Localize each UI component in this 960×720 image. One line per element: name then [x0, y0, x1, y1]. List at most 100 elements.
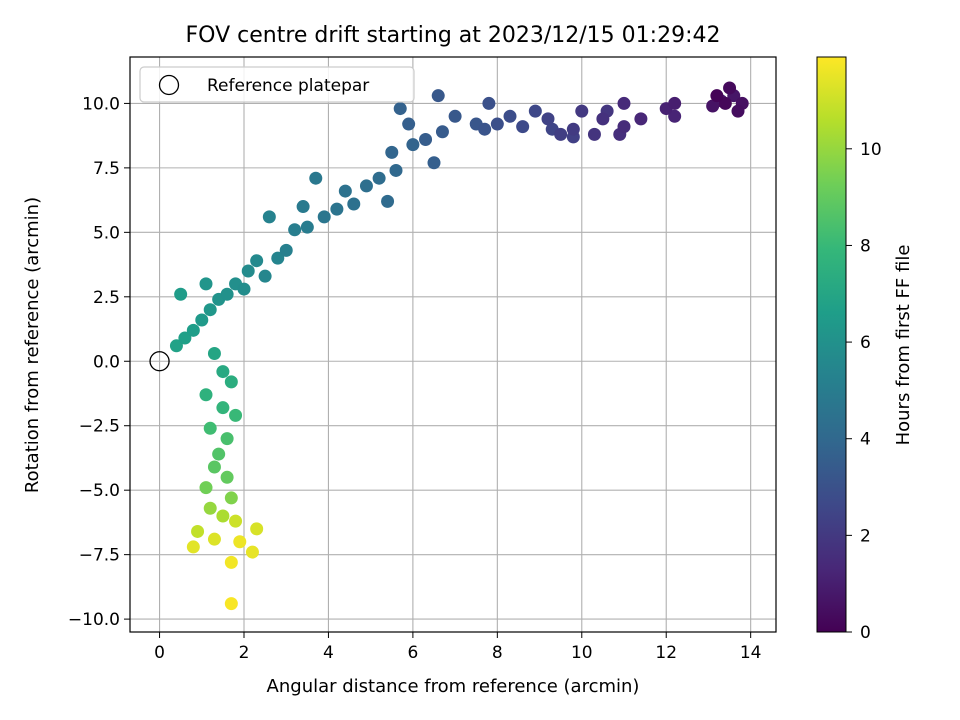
scatter-point — [503, 109, 517, 123]
colorbar-label: Hours from first FF file — [893, 245, 914, 446]
scatter-point — [245, 545, 259, 559]
scatter-point — [309, 171, 323, 185]
scatter-point — [617, 96, 631, 110]
scatter-point — [385, 145, 399, 159]
scatter-point — [258, 269, 272, 283]
scatter-point — [617, 120, 631, 134]
scatter-point — [220, 432, 234, 446]
reference-marker — [149, 351, 170, 372]
scatter-point — [241, 264, 255, 278]
scatter-point — [220, 287, 234, 301]
colorbar-tick-label: 8 — [860, 236, 871, 256]
y-tick-label: 10.0 — [82, 94, 120, 114]
x-axis-label: Angular distance from reference (arcmin) — [267, 676, 640, 697]
colorbar — [816, 56, 847, 633]
scatter-point — [516, 120, 530, 134]
scatter-point — [174, 287, 188, 301]
y-tick-label: −2.5 — [79, 417, 120, 437]
colorbar-tick-label: 4 — [860, 430, 871, 450]
scatter-point — [207, 460, 221, 474]
scatter-point — [220, 470, 234, 484]
colorbar-tick-label: 6 — [860, 333, 871, 353]
scatter-point — [233, 535, 247, 549]
x-axis: 0 2 4 6 8 10 12 14 — [154, 632, 761, 663]
scatter-point — [229, 514, 243, 528]
x-tick-label: 8 — [492, 643, 503, 663]
y-tick-label: 0.0 — [93, 352, 120, 372]
legend: Reference platepar — [139, 66, 415, 103]
y-tick-label: −5.0 — [79, 481, 120, 501]
scatter-point — [195, 313, 209, 327]
chart-title: FOV centre drift starting at 2023/12/15 … — [186, 23, 721, 48]
scatter-point — [419, 133, 433, 147]
scatter-point — [203, 421, 217, 435]
scatter-point — [710, 89, 724, 103]
scatter-point — [186, 540, 200, 554]
scatter-point — [317, 210, 331, 224]
y-tick-label: 7.5 — [93, 159, 120, 179]
scatter-point — [406, 138, 420, 152]
y-tick-label: −7.5 — [79, 546, 120, 566]
x-tick-label: 14 — [740, 643, 762, 663]
scatter-point — [288, 223, 302, 237]
scatter-point — [668, 109, 682, 123]
colorbar-ticks: 0 2 4 6 8 10 — [846, 140, 882, 643]
scatter-point — [262, 210, 276, 224]
scatter-point — [389, 163, 403, 177]
scatter-point — [359, 179, 373, 193]
scatter-point — [271, 251, 285, 265]
x-tick-label: 2 — [239, 643, 250, 663]
y-axis-label: Rotation from reference (arcmin) — [22, 197, 43, 493]
scatter-point — [706, 99, 720, 113]
scatter-point — [490, 117, 504, 131]
scatter-point — [435, 125, 449, 139]
x-tick-label: 4 — [323, 643, 334, 663]
y-tick-label: −10.0 — [68, 610, 120, 630]
scatter-point — [203, 501, 217, 515]
colorbar-tick-label: 0 — [860, 623, 871, 643]
legend-box — [139, 66, 415, 103]
scatter-point — [207, 532, 221, 546]
y-axis: −10.0 −7.5 −5.0 −2.5 0.0 2.5 5.0 7.5 10.0 — [68, 94, 130, 630]
x-tick-label: 6 — [407, 643, 418, 663]
plot-frame — [129, 56, 777, 633]
scatter-point — [186, 323, 200, 337]
scatter-point — [212, 447, 226, 461]
scatter-point — [191, 524, 205, 538]
scatter-point — [237, 282, 251, 296]
scatter-point — [199, 481, 213, 495]
scatter-point — [250, 254, 264, 268]
scatter-point — [250, 522, 264, 536]
scatter-point — [596, 112, 610, 126]
scatter-point — [296, 200, 310, 214]
scatter-point — [199, 388, 213, 402]
scatter-point — [216, 365, 230, 379]
grid-lines — [130, 57, 776, 632]
scatter-point — [587, 127, 601, 141]
scatter-point — [478, 122, 492, 136]
scatter-point — [224, 491, 238, 505]
scatter-point — [431, 89, 445, 103]
colorbar-tick-label: 10 — [860, 140, 882, 160]
scatter-point — [723, 81, 737, 95]
y-tick-label: 5.0 — [93, 223, 120, 243]
scatter-point — [347, 197, 361, 211]
scatter-point — [338, 184, 352, 198]
scatter-point — [668, 96, 682, 110]
scatter-point — [372, 171, 386, 185]
scatter-point — [718, 96, 732, 110]
data-points — [169, 81, 749, 611]
scatter-point — [330, 202, 344, 216]
scatter-point — [731, 104, 745, 118]
scatter-point — [229, 408, 243, 422]
scatter-point — [575, 104, 589, 118]
scatter-point — [216, 509, 230, 523]
scatter-point — [448, 109, 462, 123]
scatter-point — [207, 347, 221, 361]
legend-entry: Reference platepar — [207, 76, 369, 96]
scatter-point — [224, 555, 238, 569]
scatter-point — [199, 277, 213, 291]
scatter-point — [541, 112, 555, 126]
